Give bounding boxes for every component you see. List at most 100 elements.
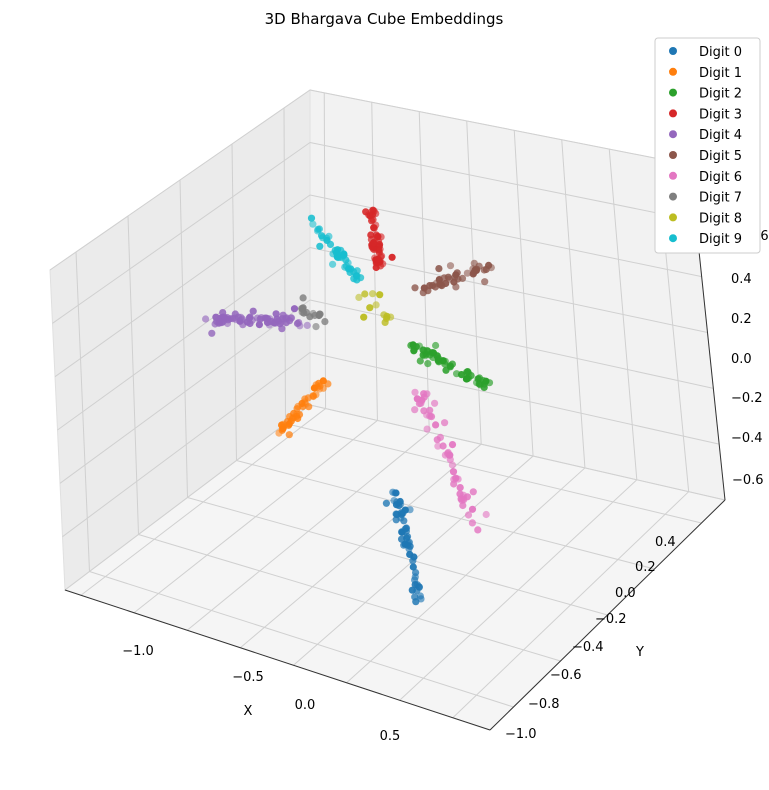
data-point xyxy=(432,421,440,429)
legend-items: Digit 0 Digit 1 Digit 2 Digit 3 Digit 4 Digit… xyxy=(669,45,742,247)
data-point xyxy=(480,266,488,274)
data-point xyxy=(469,270,477,278)
data-point xyxy=(329,260,337,268)
data-point xyxy=(290,305,299,313)
data-point xyxy=(463,269,471,277)
series-digit-2 xyxy=(407,341,494,391)
data-point xyxy=(419,346,427,354)
data-point xyxy=(411,406,419,414)
data-point xyxy=(245,314,253,322)
data-point xyxy=(369,216,377,224)
data-point xyxy=(376,291,384,299)
x-grid-line-floor xyxy=(89,571,514,708)
data-point xyxy=(435,265,443,273)
data-point xyxy=(456,484,464,492)
data-point xyxy=(468,519,476,527)
data-point xyxy=(307,214,316,222)
legend-item: Digit 1 xyxy=(669,66,742,81)
legend-marker xyxy=(669,213,677,222)
legend: Digit 0 Digit 1 Digit 2 Digit 3 Digit 4 Digit… xyxy=(654,37,761,254)
y-grid-line-wall xyxy=(513,130,534,457)
y-axis-line xyxy=(489,499,726,731)
data-point xyxy=(325,232,333,240)
legend-marker xyxy=(669,67,677,76)
data-point xyxy=(370,224,378,232)
data-point xyxy=(387,313,395,321)
data-point xyxy=(441,357,449,365)
data-point xyxy=(453,269,461,277)
legend-item: Digit 6 xyxy=(669,170,742,185)
data-point xyxy=(208,329,216,337)
legend-item: Digit 5 xyxy=(669,149,742,164)
z-grid-line-right xyxy=(309,352,720,445)
data-point xyxy=(446,262,455,270)
data-point xyxy=(442,366,450,374)
data-point xyxy=(392,489,400,497)
data-point xyxy=(432,341,440,350)
legend-item: Digit 4 xyxy=(669,128,742,143)
legend-label: Digit 0 xyxy=(699,45,742,60)
data-point xyxy=(275,429,283,437)
legend-label: Digit 2 xyxy=(699,87,742,102)
data-point xyxy=(432,279,440,287)
data-point xyxy=(487,264,495,272)
data-point xyxy=(406,550,414,559)
data-point xyxy=(456,490,464,498)
data-point xyxy=(272,310,280,318)
legend-marker xyxy=(669,130,677,139)
series-digit-6 xyxy=(411,388,490,534)
data-point xyxy=(366,304,374,312)
data-points xyxy=(202,206,495,606)
data-point xyxy=(411,284,419,292)
legend-label: Digit 4 xyxy=(699,128,742,143)
y-grid-line-wall xyxy=(561,139,586,468)
chart-title: 3D Bhargava Cube Embeddings xyxy=(265,10,504,28)
data-point xyxy=(434,442,442,450)
data-point xyxy=(482,510,490,519)
z-tick-label: −0.4 xyxy=(731,431,763,446)
data-point xyxy=(355,293,363,301)
data-point xyxy=(296,322,304,330)
y-tick-label: 0.4 xyxy=(655,535,676,550)
data-point xyxy=(446,455,454,464)
data-point xyxy=(312,323,320,331)
data-point xyxy=(309,220,317,228)
x-grid-line-floor xyxy=(187,497,608,616)
data-point xyxy=(411,388,419,396)
y-tick-label: −0.6 xyxy=(550,668,582,683)
data-point xyxy=(436,433,444,441)
data-point xyxy=(393,510,401,518)
legend-marker xyxy=(669,47,677,55)
series-digit-7 xyxy=(298,294,329,331)
data-point xyxy=(459,501,467,510)
data-point xyxy=(444,450,452,458)
data-point xyxy=(426,406,434,414)
data-point xyxy=(423,425,431,433)
z-tick-label: 0.2 xyxy=(731,312,752,327)
data-point xyxy=(468,505,477,513)
data-point xyxy=(450,475,458,483)
series-digit-3 xyxy=(362,206,396,272)
data-point xyxy=(420,284,428,292)
z-tick-label: 0.4 xyxy=(731,272,752,287)
data-point xyxy=(286,317,294,325)
data-point xyxy=(448,441,457,449)
y-grid-line-wall xyxy=(323,92,327,409)
tick-labels: −1.0 −0.5 0.0 0.5 −1.0 −0.8 −0.6 −0.4 −0.2 0.0 0.2… xyxy=(122,229,768,744)
legend-box xyxy=(654,37,761,254)
legend-item: Digit 9 xyxy=(669,232,742,247)
data-point xyxy=(413,395,421,403)
legend-marker xyxy=(669,151,677,159)
data-point xyxy=(462,375,470,383)
data-point xyxy=(404,541,412,549)
x-tick-label: −1.0 xyxy=(122,644,154,659)
series-digit-8 xyxy=(355,290,395,326)
data-point xyxy=(216,318,224,326)
data-point xyxy=(410,347,418,355)
data-point xyxy=(345,265,353,273)
data-point xyxy=(229,315,237,323)
data-point xyxy=(314,225,322,233)
data-point xyxy=(369,239,378,247)
data-point xyxy=(464,511,473,519)
data-point xyxy=(255,321,263,329)
